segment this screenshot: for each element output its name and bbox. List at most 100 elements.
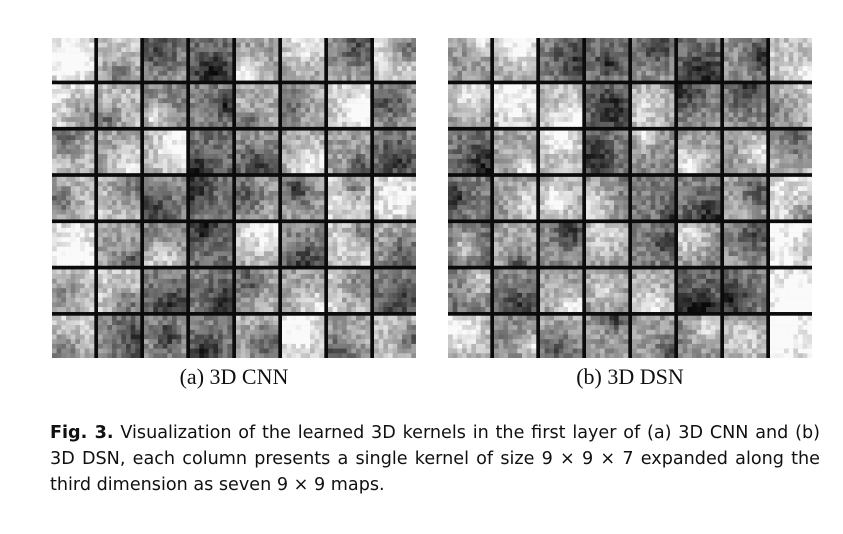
kernel-map-tile — [494, 176, 537, 220]
kernel-map-tile — [770, 130, 812, 174]
kernel-map-tile — [586, 223, 629, 266]
kernel-map-tile — [540, 84, 583, 127]
kernel-map-tile — [282, 269, 325, 313]
kernel-map-tile — [190, 38, 233, 81]
kernel-map-tile — [98, 269, 141, 313]
kernel-map-tile — [770, 269, 812, 313]
kernel-grid-3d-cnn — [52, 38, 416, 358]
kernel-map-tile — [632, 38, 675, 81]
kernel-map-tile — [448, 84, 491, 127]
kernel-map-tile — [144, 223, 187, 266]
kernel-map-tile — [586, 84, 629, 127]
kernel-map-tile — [632, 223, 675, 266]
kernel-map-tile — [494, 223, 537, 266]
kernel-map-tile — [374, 315, 416, 358]
kernel-map-tile — [190, 130, 233, 174]
kernel-map-tile — [678, 176, 721, 220]
kernel-map-tile — [724, 269, 767, 313]
kernel-map-tile — [494, 38, 537, 81]
kernel-map-tile — [98, 176, 141, 220]
kernel-map-tile — [540, 176, 583, 220]
kernel-map-tile — [144, 176, 187, 220]
kernel-map-tile — [328, 269, 371, 313]
kernel-map-tile — [724, 38, 767, 81]
subfigure-label-a: (a) 3D CNN — [179, 364, 289, 389]
kernel-map-tile — [632, 269, 675, 313]
kernel-map-tile — [540, 38, 583, 81]
kernel-map-tile — [144, 84, 187, 127]
kernel-map-tile — [770, 315, 812, 358]
kernel-map-tile — [52, 223, 95, 266]
kernel-map-tile — [98, 223, 141, 266]
kernel-map-tile — [328, 223, 371, 266]
kernel-map-tile — [374, 223, 416, 266]
kernel-map-tile — [328, 38, 371, 81]
kernel-map-tile — [540, 223, 583, 266]
kernel-map-tile — [770, 176, 812, 220]
kernel-map-tile — [374, 38, 416, 81]
kernel-map-tile — [328, 315, 371, 358]
kernel-map-tile — [52, 84, 95, 127]
kernel-map-tile — [374, 84, 416, 127]
kernel-map-tile — [448, 315, 491, 358]
kernel-map-tile — [52, 130, 95, 174]
kernel-map-tile — [448, 38, 491, 81]
kernel-map-tile — [448, 223, 491, 266]
kernel-map-tile — [190, 315, 233, 358]
kernel-map-tile — [52, 176, 95, 220]
kernel-map-tile — [328, 176, 371, 220]
kernel-map-tile — [678, 269, 721, 313]
figure-number: Fig. 3. — [50, 423, 114, 443]
kernel-map-tile — [770, 223, 812, 266]
kernel-map-tile — [678, 130, 721, 174]
kernel-map-tile — [586, 315, 629, 358]
kernel-map-tile — [678, 38, 721, 81]
kernel-map-tile — [190, 269, 233, 313]
kernel-map-tile — [236, 269, 279, 313]
kernel-map-tile — [770, 38, 812, 81]
kernel-map-tile — [494, 269, 537, 313]
kernel-map-tile — [632, 176, 675, 220]
kernel-grid-3d-cnn-image — [52, 38, 416, 358]
kernel-map-tile — [98, 38, 141, 81]
caption-text: Visualization of the learned 3D kernels … — [50, 423, 821, 495]
kernel-map-tile — [494, 130, 537, 174]
kernel-map-tile — [52, 38, 95, 81]
kernel-map-tile — [374, 269, 416, 313]
kernel-map-tile — [236, 315, 279, 358]
kernel-map-tile — [190, 84, 233, 127]
kernel-map-tile — [190, 223, 233, 266]
kernel-grid-3d-dsn — [448, 38, 812, 358]
kernel-map-tile — [236, 130, 279, 174]
kernel-map-tile — [724, 176, 767, 220]
kernel-map-tile — [540, 315, 583, 358]
kernel-map-tile — [678, 315, 721, 358]
kernel-map-tile — [52, 315, 95, 358]
kernel-map-tile — [190, 176, 233, 220]
kernel-map-tile — [282, 176, 325, 220]
kernel-map-tile — [494, 84, 537, 127]
kernel-map-tile — [540, 269, 583, 313]
kernel-map-tile — [282, 84, 325, 127]
kernel-map-tile — [586, 38, 629, 81]
kernel-map-tile — [540, 130, 583, 174]
kernel-map-tile — [374, 130, 416, 174]
kernel-map-tile — [632, 315, 675, 358]
kernel-map-tile — [282, 130, 325, 174]
subfigure-label-b: (b) 3D DSN — [576, 364, 684, 389]
kernel-map-tile — [236, 176, 279, 220]
kernel-map-tile — [724, 223, 767, 266]
kernel-map-tile — [724, 84, 767, 127]
kernel-grid-3d-dsn-image — [448, 38, 812, 358]
kernel-map-tile — [144, 130, 187, 174]
kernel-map-tile — [724, 315, 767, 358]
kernel-map-tile — [236, 84, 279, 127]
kernel-map-tile — [632, 84, 675, 127]
kernel-map-tile — [282, 223, 325, 266]
kernel-map-tile — [52, 269, 95, 313]
kernel-map-tile — [144, 38, 187, 81]
kernel-map-tile — [448, 130, 491, 174]
kernel-map-tile — [374, 176, 416, 220]
kernel-map-tile — [144, 315, 187, 358]
kernel-map-tile — [632, 130, 675, 174]
